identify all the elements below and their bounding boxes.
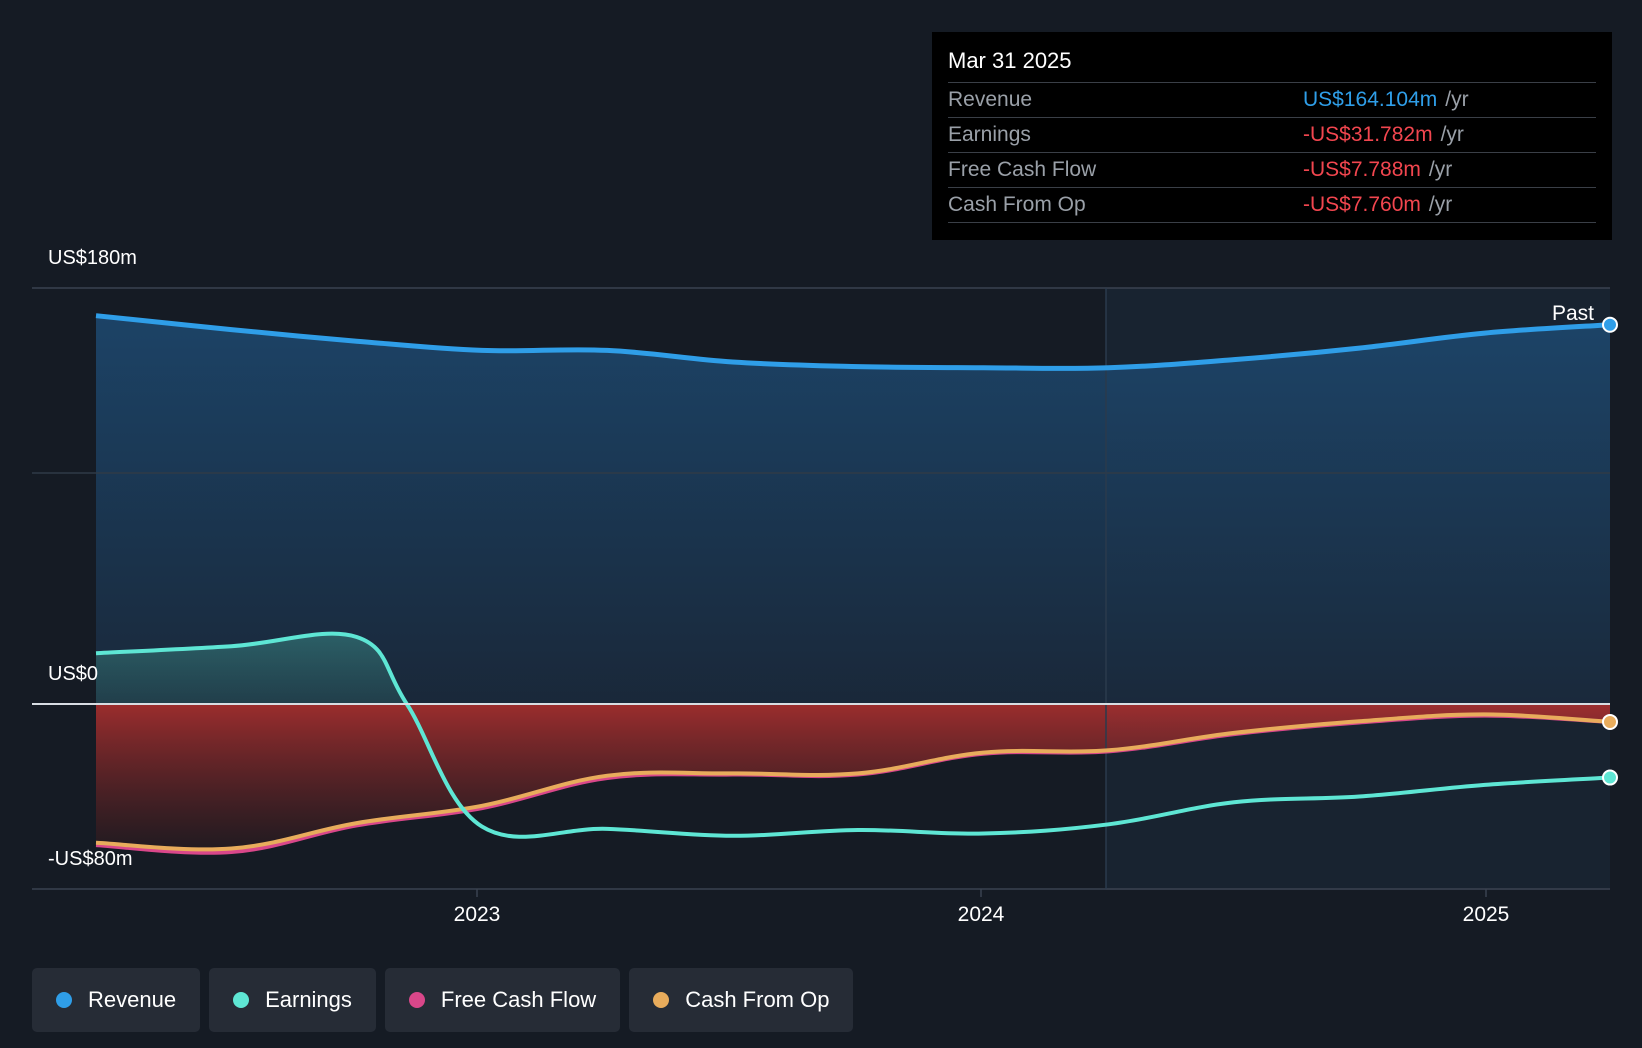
y-tick-label: -US$80m [48,848,132,870]
x-tick-label: 2023 [454,903,501,926]
tooltip-row-revenue: Revenue US$164.104m /yr [948,82,1596,117]
legend-dot-icon [233,992,250,1008]
tooltip-unit: /yr [1440,123,1464,146]
revenue-marker [1602,316,1618,333]
tooltip-row-earnings: Earnings -US$31.782m /yr [948,117,1596,152]
earnings-line [95,631,1611,839]
legend-label: Earnings [265,987,352,1012]
y-tick-label: US$0 [48,663,98,685]
tooltip-row-free-cash-flow: Free Cash Flow -US$7.788m /yr [948,152,1596,187]
legend-label: Revenue [88,987,177,1012]
tooltip-label: Earnings [948,123,1031,146]
cash-from-op-line [95,712,1611,852]
tooltip: Mar 31 2025 Revenue US$164.104m /yr Earn… [932,32,1612,240]
legend: Revenue Earnings Free Cash Flow Cash Fro… [32,968,854,1032]
legend-dot-icon [56,992,72,1008]
legend-item-free-cash-flow[interactable]: Free Cash Flow [384,968,621,1032]
tooltip-date: Mar 31 2025 [948,48,1072,73]
cash-from-op-marker [1602,713,1618,730]
legend-dot-icon [653,992,670,1008]
tooltip-label: Cash From Op [948,193,1086,216]
revenue-line [95,313,1611,371]
legend-label: Free Cash Flow [440,987,597,1012]
tooltip-label: Revenue [948,88,1033,111]
tooltip-label: Free Cash Flow [948,158,1097,181]
legend-label: Cash From Op [685,987,830,1012]
tooltip-value: -US$7.788m [1303,158,1421,181]
past-label: Past [1552,302,1594,325]
tooltip-unit: /yr [1445,88,1469,111]
legend-item-cash-from-op[interactable]: Cash From Op [629,968,854,1032]
legend-dot-icon [408,992,425,1008]
x-tick-label: 2025 [1463,903,1510,926]
tooltip-unit: /yr [1428,158,1453,181]
tooltip-row-cash-from-op: Cash From Op -US$7.760m /yr [948,187,1596,223]
tooltip-value: -US$31.782m [1303,123,1433,146]
cash-flow-area [96,704,1610,850]
revenue-area [96,315,1610,704]
legend-item-revenue[interactable]: Revenue [32,968,201,1032]
tooltip-unit: /yr [1428,193,1453,216]
earnings-marker [1602,769,1618,786]
x-tick-label: 2024 [958,903,1005,926]
legend-item-earnings[interactable]: Earnings [209,968,376,1032]
tooltip-value: -US$7.760m [1303,193,1421,216]
y-tick-label: US$180m [48,247,137,269]
tooltip-value: US$164.104m [1303,88,1438,111]
